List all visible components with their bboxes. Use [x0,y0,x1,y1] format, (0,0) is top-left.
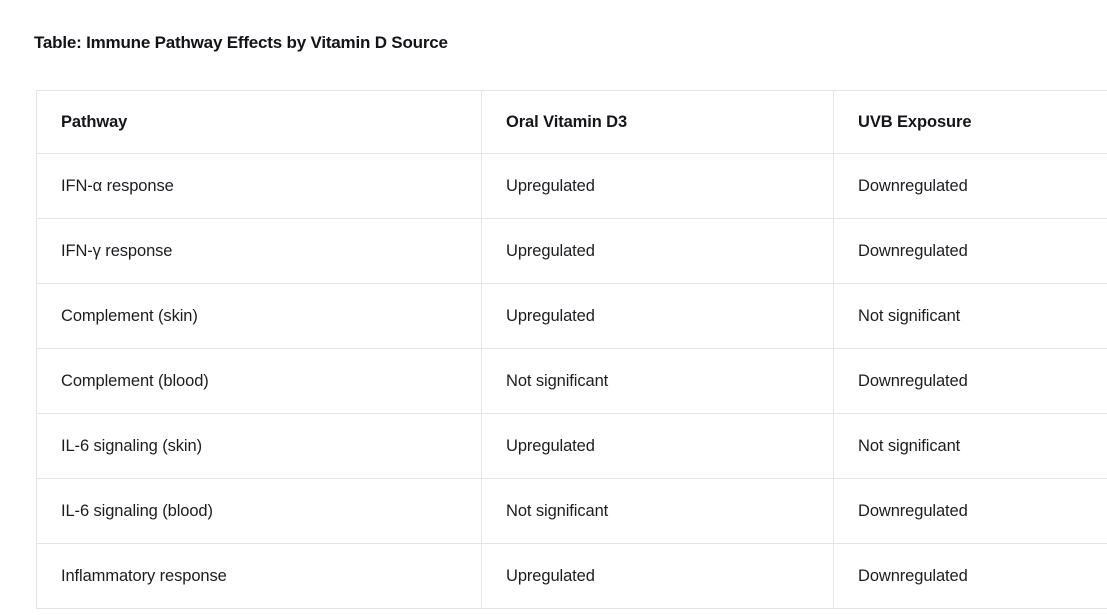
column-header-pathway: Pathway [36,90,482,154]
table-container: Pathway Oral Vitamin D3 UVB Exposure IFN… [36,90,1107,609]
table-row: IFN-γ response Upregulated Downregulated [36,218,1107,284]
column-header-uvb-exposure: UVB Exposure [833,90,1107,154]
cell-uvb-exposure: Downregulated [833,348,1107,414]
cell-uvb-exposure: Downregulated [833,478,1107,544]
cell-oral-vitamin-d3: Upregulated [481,543,834,609]
cell-pathway: IFN-α response [36,153,482,219]
table-row: Inflammatory response Upregulated Downre… [36,543,1107,609]
cell-oral-vitamin-d3: Upregulated [481,413,834,479]
cell-uvb-exposure: Downregulated [833,543,1107,609]
cell-pathway: IL-6 signaling (skin) [36,413,482,479]
cell-pathway: IL-6 signaling (blood) [36,478,482,544]
cell-oral-vitamin-d3: Not significant [481,478,834,544]
cell-oral-vitamin-d3: Not significant [481,348,834,414]
cell-pathway: Complement (skin) [36,283,482,349]
cell-oral-vitamin-d3: Upregulated [481,218,834,284]
cell-pathway: Complement (blood) [36,348,482,414]
cell-uvb-exposure: Not significant [833,283,1107,349]
table-row: Complement (blood) Not significant Downr… [36,348,1107,414]
table-row: IL-6 signaling (blood) Not significant D… [36,478,1107,544]
cell-uvb-exposure: Not significant [833,413,1107,479]
cell-pathway: IFN-γ response [36,218,482,284]
table-row: Complement (skin) Upregulated Not signif… [36,283,1107,349]
cell-uvb-exposure: Downregulated [833,153,1107,219]
cell-uvb-exposure: Downregulated [833,218,1107,284]
immune-pathway-table: Pathway Oral Vitamin D3 UVB Exposure IFN… [36,90,1107,609]
cell-pathway: Inflammatory response [36,543,482,609]
column-header-oral-vitamin-d3: Oral Vitamin D3 [481,90,834,154]
cell-oral-vitamin-d3: Upregulated [481,283,834,349]
cell-oral-vitamin-d3: Upregulated [481,153,834,219]
table-row: IFN-α response Upregulated Downregulated [36,153,1107,219]
page-title: Table: Immune Pathway Effects by Vitamin… [34,33,448,52]
table-header-row: Pathway Oral Vitamin D3 UVB Exposure [36,90,1107,154]
table-row: IL-6 signaling (skin) Upregulated Not si… [36,413,1107,479]
